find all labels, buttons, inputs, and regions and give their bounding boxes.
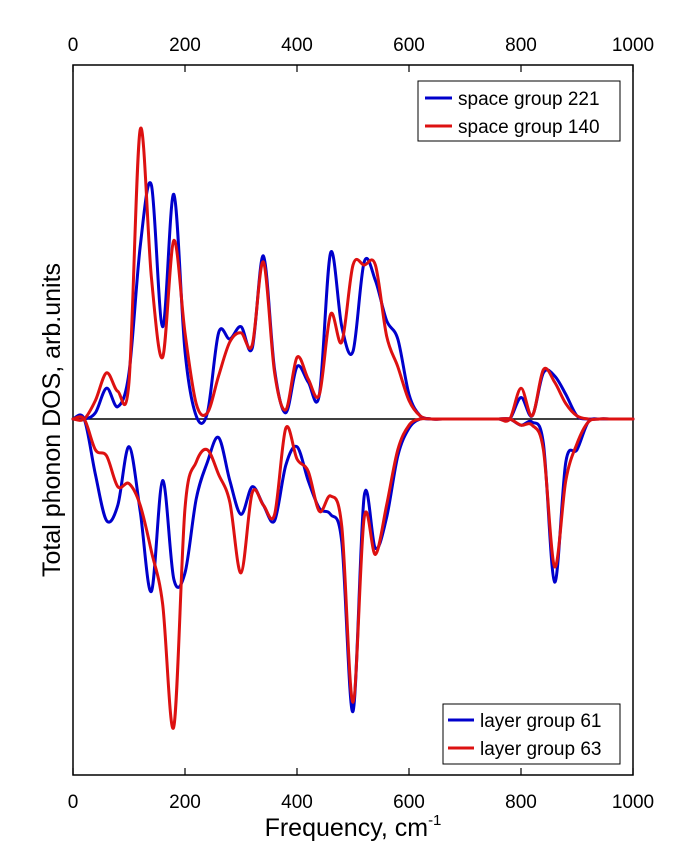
legend-upper: space group 221 space group 140 [417,80,621,142]
x-tick-label-top-4: 800 [505,35,537,56]
series-line-layer-group-63 [71,415,635,730]
x-tick-label-bottom-5: 1000 [612,792,654,813]
legend-upper-box [417,80,621,142]
legend-label-layer-group-63: layer group 63 [480,739,601,760]
x-tick-label-bottom-1: 200 [169,792,201,813]
legend-label-space-group-140: space group 140 [458,117,600,138]
y-axis-label: Total phonon DOS, arb.units [38,263,66,577]
legend-label-layer-group-61: layer group 61 [480,711,601,732]
x-tick-label-bottom-3: 600 [393,792,425,813]
series-line-space-group-221 [71,181,635,425]
series-line-layer-group-61 [71,413,635,713]
axis-ticks [72,65,634,775]
x-tick-label-bottom-0: 0 [68,792,79,813]
plot-frame [72,64,634,776]
x-tick-label-top-0: 0 [68,35,79,56]
x-tick-label-bottom-4: 800 [505,792,537,813]
x-tick-label-top-3: 600 [393,35,425,56]
x-axis-label: Frequency, cm-1 [265,812,442,842]
x-tick-label-bottom-2: 400 [281,792,313,813]
x-tick-label-top-2: 400 [281,35,313,56]
legend-lower-box [442,703,621,765]
series-line-space-group-140 [71,126,635,423]
x-axis-label-superscript: -1 [428,812,441,829]
legend-label-space-group-221: space group 221 [458,89,600,110]
data-series [71,126,635,730]
axis-tick-labels: 0 0 200 200 400 400 600 600 800 800 1000 1000 [68,35,654,813]
x-axis-label-main: Frequency, cm [265,814,428,842]
legend-lower: layer group 61 layer group 63 [442,703,621,765]
x-tick-label-top-5: 1000 [612,35,654,56]
x-tick-label-top-1: 200 [169,35,201,56]
